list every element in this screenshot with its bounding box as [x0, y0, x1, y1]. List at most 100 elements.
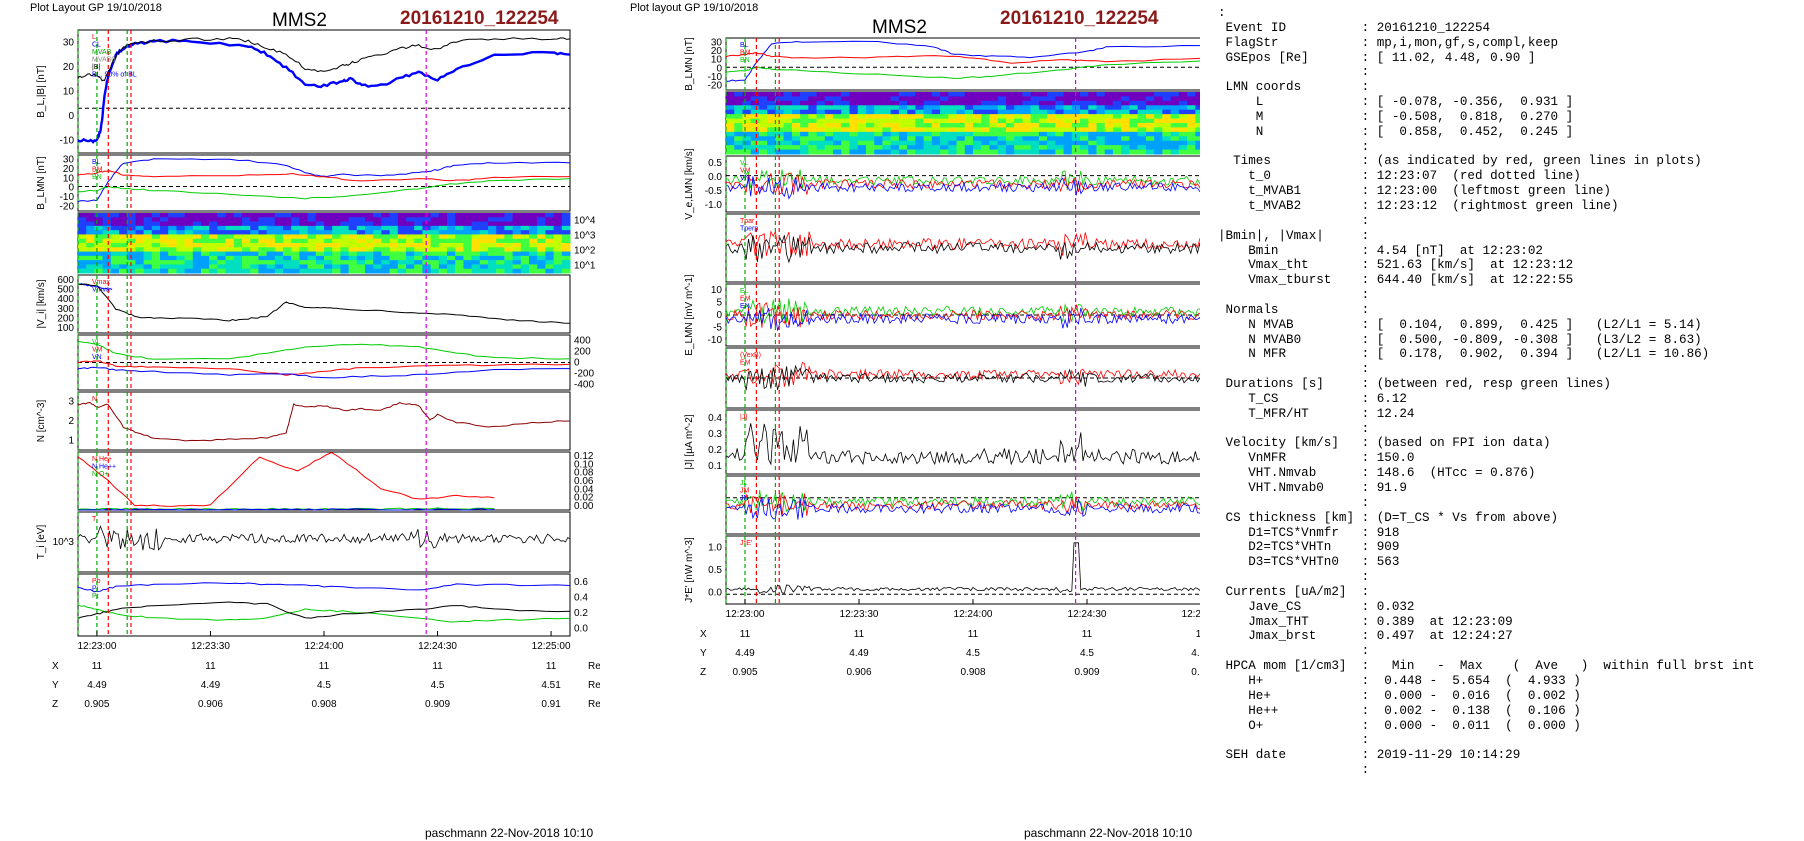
spectrogram-cell	[110, 243, 120, 248]
spectrogram-cell	[1121, 109, 1130, 115]
spectrogram-cell	[874, 105, 883, 111]
spectrogram-cell	[176, 230, 186, 235]
spectrogram-cell	[1137, 105, 1147, 111]
spectrogram-cell	[890, 105, 900, 111]
spectrogram-cell	[800, 123, 809, 128]
spectrogram-cell	[989, 123, 999, 128]
spectrogram-cell	[553, 217, 563, 223]
spectrogram-cell	[86, 238, 95, 244]
spectrogram-cell	[1195, 118, 1200, 124]
spectrogram-cell	[119, 230, 128, 235]
spectrogram-cell	[841, 123, 850, 128]
spectrogram-cell	[898, 100, 908, 106]
spectrogram-cell	[520, 268, 530, 274]
spectrogram-cell	[266, 221, 276, 227]
spectrogram-cell	[422, 230, 432, 235]
coord-value: 4.5	[1080, 648, 1094, 659]
spectrogram-cell	[816, 149, 826, 155]
panel-3: 10^410^310^210^1Energy (eV)	[77, 212, 596, 274]
spectrogram-cell	[250, 238, 259, 244]
spectrogram-cell	[997, 96, 1007, 102]
spectrogram-cell	[561, 234, 571, 240]
spectrogram-cell	[1162, 109, 1172, 115]
spectrogram-cell	[447, 213, 456, 218]
spectrogram-cell	[907, 118, 916, 124]
spectrogram-cell	[397, 217, 407, 223]
spectrogram-cell	[1030, 105, 1040, 111]
spectrogram-cell	[201, 225, 210, 231]
spectrogram-cell	[1080, 109, 1089, 115]
spectrogram-cell	[160, 260, 169, 265]
spectrogram-cell	[758, 114, 768, 120]
spectrogram-cell	[1038, 96, 1048, 102]
spectrogram-cell	[488, 213, 497, 218]
spectrogram-cell	[791, 131, 801, 137]
summary-line: Normals :	[1218, 302, 1370, 317]
spectrogram-cell	[217, 217, 227, 223]
spectrogram-cell	[956, 145, 966, 151]
spectrogram-cell	[783, 123, 793, 128]
spectrogram-cell	[989, 100, 999, 106]
spectrogram-cell	[512, 260, 522, 265]
spectrogram-cell	[800, 127, 809, 133]
y-tick-label: 0.4	[574, 592, 588, 603]
spectrogram-cell	[750, 105, 760, 111]
spectrogram-cell	[1170, 140, 1180, 146]
spectrogram-cell	[1030, 140, 1040, 146]
spectrogram-cell	[471, 217, 481, 223]
y-tick-label: -5	[713, 322, 722, 333]
spectrogram-cell	[561, 217, 571, 223]
spectrogram-cell	[438, 213, 448, 218]
spectrogram-cell	[931, 136, 941, 142]
spectrogram-cell	[1145, 131, 1155, 137]
coord-value: 11	[740, 629, 751, 640]
spectrogram-cell	[964, 109, 974, 115]
spectrogram-cell	[479, 213, 489, 218]
spectrogram-cell	[192, 230, 202, 235]
spectrogram-cell	[1063, 136, 1073, 142]
spectrogram-cell	[332, 260, 341, 265]
series-trace	[725, 423, 1200, 466]
spectrogram-cell	[192, 238, 202, 244]
spectrogram-cell	[898, 96, 908, 102]
spectrogram-cell	[1038, 140, 1048, 146]
spectrogram-cell	[964, 131, 974, 137]
spectrogram-cell	[447, 268, 456, 274]
spectrogram-cell	[135, 260, 145, 265]
coord-value: 0.906	[198, 699, 223, 710]
spectrogram-cell	[537, 238, 546, 244]
spectrogram-cell	[447, 243, 456, 248]
spectrogram-cell	[488, 260, 497, 265]
spectrogram-cell	[348, 230, 358, 235]
spectrogram-cell	[898, 136, 908, 142]
spectrogram-cell	[176, 268, 186, 274]
spectrogram-cell	[414, 247, 423, 253]
spectrogram-cell	[931, 105, 941, 111]
spectrogram-cell	[1096, 127, 1106, 133]
spectrogram-cell	[1104, 100, 1114, 106]
spectrogram-cell	[414, 264, 423, 270]
spectrogram-cell	[882, 96, 892, 102]
spectrogram-cell	[1162, 96, 1172, 102]
spectrogram-cell	[356, 247, 366, 253]
spectrogram-cell	[471, 260, 481, 265]
y-tick-label: 0.00	[574, 501, 594, 512]
spectrogram-cell	[783, 109, 793, 115]
spectrogram-cell	[734, 136, 743, 142]
panel-8: 10^3T_i [eV]T	[36, 511, 571, 573]
spectrogram-cell	[438, 217, 448, 223]
spectrogram-cell	[135, 264, 145, 270]
spectrogram-cell	[512, 238, 522, 244]
spectrogram-cell	[1038, 114, 1048, 120]
legend-entry: EM	[740, 296, 751, 303]
spectrogram-cell	[455, 251, 464, 257]
spectrogram-cell	[299, 213, 309, 218]
legend-entry: BL, 90% of BL	[92, 72, 137, 79]
spectrogram-cell	[102, 230, 112, 235]
event-summary: : Event ID : 20161210_122254 FlagStr : m…	[1218, 6, 1755, 778]
summary-line: CS thickness [km] : (D=T_CS * Vs from ab…	[1218, 510, 1559, 525]
spectrogram-cell	[1055, 149, 1065, 155]
spectrogram-cell	[1195, 127, 1200, 133]
spectrogram-cell	[258, 264, 268, 270]
